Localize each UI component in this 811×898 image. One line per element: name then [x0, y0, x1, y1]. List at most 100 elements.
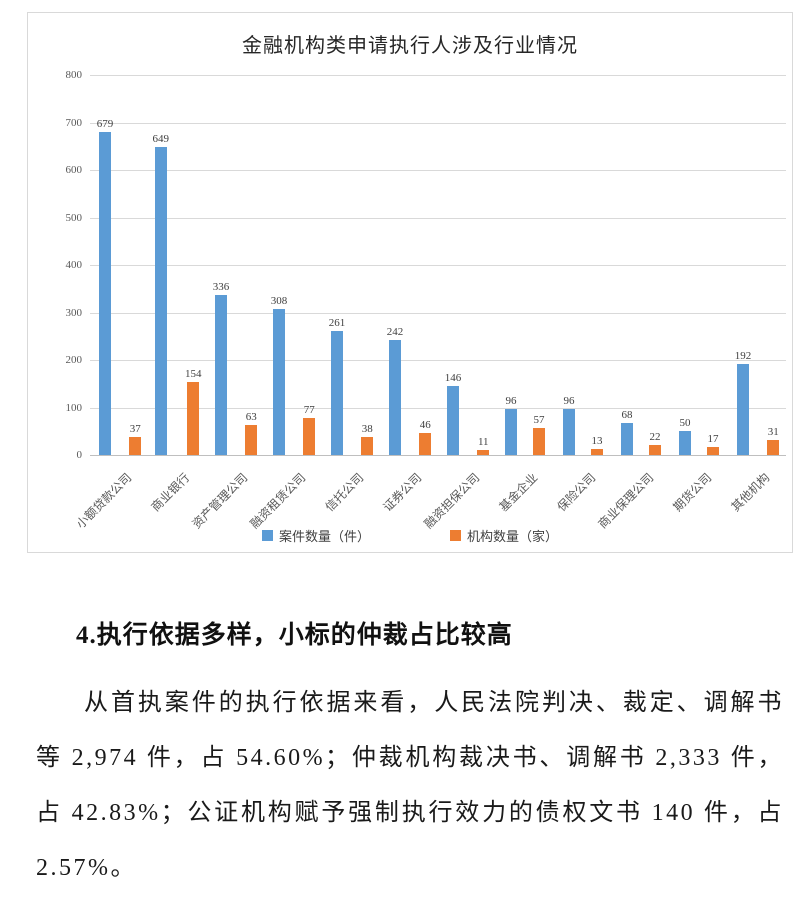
x-category-label: 信托公司 — [322, 470, 367, 515]
bar-group: 261 38 — [322, 75, 380, 455]
bar-value-label: 77 — [303, 404, 315, 417]
bar-value-label: 146 — [444, 371, 462, 384]
bar-column: 261 — [328, 75, 346, 455]
gridline — [90, 217, 786, 219]
bar-column: 679 — [96, 75, 114, 455]
bar-column: 77 — [303, 75, 316, 455]
legend-label-cases: 案件数量（件） — [278, 529, 370, 544]
bar — [331, 331, 343, 455]
bar-value-label: 13 — [591, 434, 603, 447]
x-category-label: 其他机构 — [728, 470, 773, 515]
gridline — [90, 360, 786, 361]
bar — [505, 409, 517, 455]
bar — [737, 363, 749, 455]
chart-title: 金融机构类申请执行人涉及行业情况 — [242, 35, 578, 57]
bar-value-label: 31 — [767, 426, 779, 439]
bar-value-label: 192 — [734, 349, 752, 362]
x-category-label: 融资租赁公司 — [247, 470, 309, 532]
bar-column: 336 — [212, 75, 230, 455]
bar-group: 96 13 — [554, 75, 612, 455]
bar-column: 50 — [679, 75, 691, 455]
bar-column: 46 — [419, 75, 432, 455]
bar-column: 31 — [767, 75, 780, 455]
bar — [215, 295, 227, 455]
y-axis-tick-label: 600 — [65, 164, 83, 176]
bar-value-label: 96 — [505, 395, 517, 408]
bar-value-label: 336 — [212, 281, 230, 294]
bar-column: 649 — [152, 75, 170, 455]
bar-column: 308 — [270, 75, 288, 455]
gridline — [90, 75, 786, 76]
bar-group: 308 77 — [264, 75, 322, 455]
bar — [419, 433, 432, 455]
bar-column: 68 — [621, 75, 633, 455]
body-paragraph: 从首执案件的执行依据来看，人民法院判决、裁定、调解书等 2,974 件，占 54… — [36, 690, 784, 881]
gridline — [90, 407, 786, 409]
legend-label-institutions: 机构数量（家） — [467, 529, 559, 544]
bar — [389, 340, 401, 455]
bar-column: 13 — [591, 75, 603, 455]
legend-item-cases: 案件数量（件） — [261, 526, 370, 545]
bar-value-label: 154 — [185, 367, 202, 380]
bar — [447, 385, 459, 455]
bar — [679, 431, 691, 455]
x-category-label: 商业保理公司 — [595, 470, 657, 532]
section-heading: 4.执行依据多样，小标的仲裁占比较高 — [76, 622, 513, 649]
bar — [563, 409, 575, 455]
bar-column: 146 — [444, 75, 462, 455]
bar-value-label: 679 — [96, 118, 114, 131]
y-axis-tick-labels: 0 100 200 300 400 500 600 700 800 — [34, 69, 83, 461]
y-axis-tick-label: 100 — [65, 401, 83, 414]
bar — [533, 427, 545, 455]
bar-value-label: 46 — [419, 419, 431, 432]
bar-value-label: 261 — [328, 317, 346, 330]
x-category-label: 保险公司 — [554, 470, 599, 515]
bar-group: 679 37 — [90, 75, 148, 455]
bar-value-label: 308 — [270, 294, 288, 307]
gridline — [90, 170, 786, 171]
bar-value-label: 11 — [477, 435, 489, 448]
bar-column: 22 — [649, 75, 661, 455]
gridline — [90, 312, 786, 314]
bar-column: 37 — [129, 75, 142, 455]
bar-chart: 金融机构类申请执行人涉及行业情况 0 100 200 300 400 500 600 700 8… — [27, 12, 793, 553]
bar — [361, 436, 374, 455]
bar-value-label: 37 — [129, 423, 141, 436]
legend-swatch-institutions-icon — [450, 530, 461, 541]
y-axis-tick-label: 500 — [65, 211, 83, 224]
legend-item-institutions: 机构数量（家） — [450, 526, 558, 545]
y-axis-tick-label: 800 — [65, 69, 83, 81]
bar-column: 154 — [185, 75, 202, 455]
x-axis-category-labels: 小额贷款公司 商业银行 资产管理公司 融资租赁公司 信托公司 证券公司 融资担保公司 基金企业… — [73, 461, 786, 532]
bar-group: 649 154 — [148, 75, 206, 455]
bar-group: 68 22 — [612, 75, 670, 455]
x-category-label: 基金企业 — [496, 470, 541, 515]
bar — [591, 448, 603, 455]
bar — [273, 308, 285, 455]
x-category-label: 资产管理公司 — [189, 470, 251, 532]
bar-column: 96 — [505, 75, 517, 455]
y-axis-tick-label: 300 — [65, 306, 83, 319]
plot-area: 679 37 649 154 336 63 308 77 261 38 242 46 146 11 96 57… — [90, 75, 786, 456]
bar — [303, 418, 316, 455]
bar-value-label: 17 — [707, 432, 719, 445]
legend-swatch-cases-icon — [261, 530, 273, 541]
x-category-label: 小额贷款公司 — [73, 470, 135, 532]
gridline — [90, 122, 786, 124]
bar-value-label: 22 — [649, 430, 661, 443]
bar-column: 38 — [361, 75, 374, 455]
gridline — [90, 265, 786, 266]
bar-group: 192 31 — [728, 75, 786, 455]
bar — [767, 440, 780, 455]
bar-group: 146 11 — [438, 75, 496, 455]
bar — [477, 449, 490, 455]
bar — [707, 446, 719, 455]
x-category-label: 证券公司 — [380, 470, 425, 515]
x-category-label: 期货公司 — [670, 470, 715, 515]
bar — [129, 437, 142, 455]
bar-column: 11 — [477, 75, 490, 455]
bar-value-label: 63 — [245, 411, 257, 424]
bar-value-label: 649 — [152, 132, 170, 145]
bar-groups: 679 37 649 154 336 63 308 77 261 38 242 46 146 11 96 57… — [90, 75, 786, 455]
